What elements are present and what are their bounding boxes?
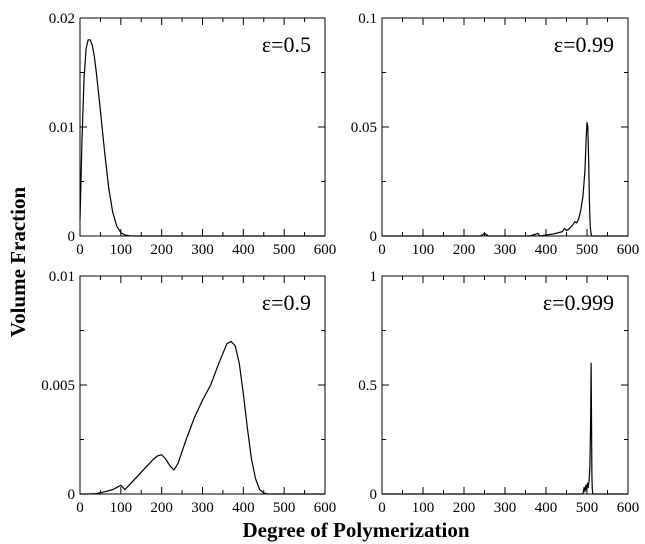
x-tick-label: 100 (412, 242, 435, 258)
x-tick-label: 400 (535, 242, 558, 258)
x-tick-label: 200 (453, 500, 476, 516)
y-tick-label: 0 (370, 487, 378, 503)
y-tick-label: 0.5 (358, 378, 377, 394)
x-tick-label: 200 (150, 242, 173, 258)
series-line (79, 39, 325, 237)
x-tick-label: 500 (576, 242, 599, 258)
series-line (382, 362, 628, 495)
y-tick-label: 0.05 (351, 120, 377, 136)
panel-annotation: ε=0.999 (543, 290, 614, 315)
y-tick-label: 0.01 (49, 269, 75, 285)
x-tick-label: 600 (617, 242, 640, 258)
x-tick-label: 400 (232, 500, 255, 516)
series-line (382, 122, 628, 237)
x-tick-label: 0 (378, 500, 386, 516)
y-tick-label: 0.005 (41, 378, 75, 394)
x-tick-label: 300 (494, 500, 517, 516)
x-tick-label: 0 (76, 500, 84, 516)
x-tick-label: 600 (314, 500, 337, 516)
x-tick-label: 500 (273, 242, 296, 258)
x-tick-label: 0 (76, 242, 84, 258)
x-tick-label: 600 (314, 242, 337, 258)
panel-annotation: ε=0.5 (262, 32, 311, 57)
y-axis-title: Volume Fraction (6, 187, 30, 338)
y-tick-label: 0.01 (49, 120, 75, 136)
y-tick-label: 0 (68, 487, 76, 503)
panel-annotation: ε=0.99 (554, 32, 614, 57)
y-tick-label: 0 (370, 229, 378, 245)
y-tick-label: 1 (370, 269, 378, 285)
x-tick-label: 300 (191, 500, 214, 516)
x-tick-label: 0 (378, 242, 386, 258)
panel-3: 0 100 200 300 400 500 600 0 0.005 0.01 ε=0.9 (41, 269, 336, 516)
y-tick-label: 0.1 (358, 11, 377, 27)
panel-4: 0 100 200 300 400 500 600 0 0.5 1 ε=0.999 (358, 269, 639, 516)
x-tick-label: 200 (150, 500, 173, 516)
panel-annotation: ε=0.9 (262, 290, 311, 315)
x-tick-label: 400 (535, 500, 558, 516)
panel-2: 0 100 200 300 400 500 600 0 0.05 0.1 ε=0.99 (351, 11, 640, 258)
x-tick-label: 500 (576, 500, 599, 516)
x-tick-label: 200 (453, 242, 476, 258)
y-tick-label: 0.02 (49, 11, 75, 27)
x-tick-label: 300 (191, 242, 214, 258)
x-tick-label: 100 (412, 500, 435, 516)
y-tick-label: 0 (68, 229, 76, 245)
x-tick-label: 500 (273, 500, 296, 516)
panel-1: 0 100 200 300 400 500 600 0 0.01 0.02 ε=0.5 (49, 11, 337, 258)
x-tick-label: 600 (617, 500, 640, 516)
x-axis-title: Degree of Polymerization (242, 518, 469, 542)
x-tick-label: 300 (494, 242, 517, 258)
x-tick-label: 400 (232, 242, 255, 258)
x-tick-label: 100 (110, 500, 133, 516)
series-line (80, 340, 325, 495)
x-tick-label: 100 (110, 242, 133, 258)
